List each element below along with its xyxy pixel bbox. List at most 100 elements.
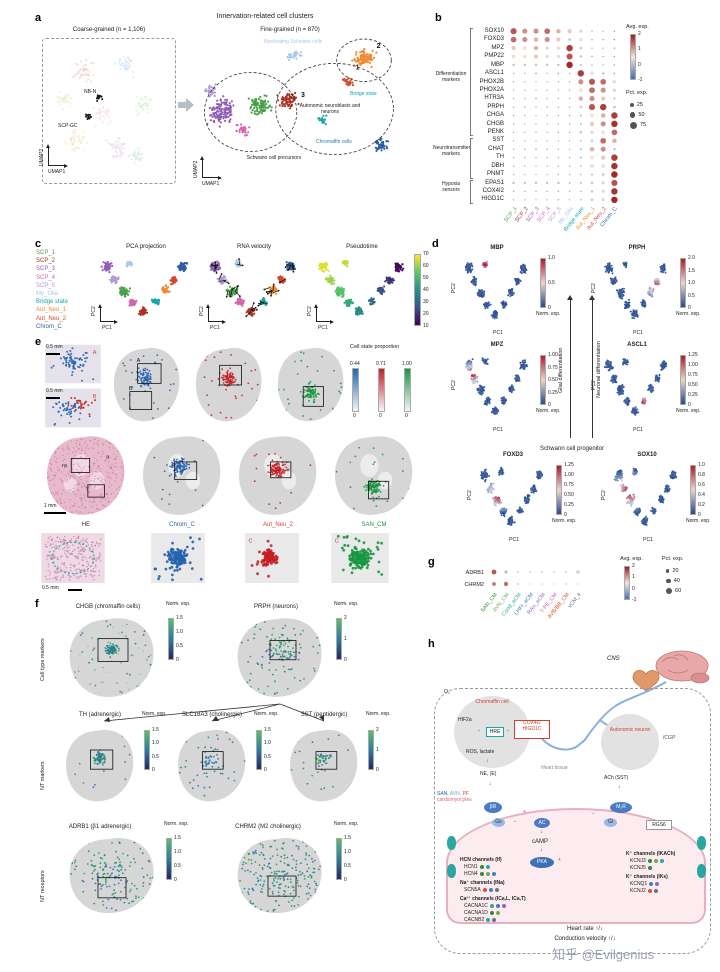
autonomic-neuron-label: Autonomic neuron — [609, 727, 651, 733]
colorbar-tick: 2 — [344, 615, 347, 621]
ac-camp-arrow: ↓ — [540, 829, 543, 835]
mbp-axis-x: PC1 — [493, 330, 503, 336]
colorbar-tick: 0 — [174, 877, 177, 883]
celltype-dot-icon — [489, 903, 494, 908]
celltype-dot-icon — [659, 858, 664, 863]
celltype-dot-icon — [647, 865, 652, 870]
ne-label: NE, (E) — [480, 771, 497, 777]
colorbar-tick: 1.0 — [688, 280, 695, 286]
cns-label: CNS — [607, 656, 620, 662]
colorbar-tick: 1.0 — [152, 740, 159, 747]
colorbar-tick: 0.5 — [688, 292, 695, 299]
colorbar-gradient — [540, 258, 546, 308]
he-scale: 1 mm — [44, 503, 57, 509]
ascl1-cbar-label: Norm. exp. — [676, 408, 701, 414]
panel-c-label: c — [35, 238, 42, 250]
proportion-map-chromc: AB — [113, 347, 180, 422]
colorbar-tick: 0 — [344, 657, 347, 663]
size-dot-row: 60 — [666, 586, 681, 596]
pca-axes — [98, 304, 118, 324]
avg-exp-colorbar: 2 1 0 -1 — [630, 31, 652, 83]
colorbar-gradient — [414, 254, 421, 326]
proportion-colorbar-blue: 0.44 0 — [350, 361, 374, 419]
sancm-zoom-image: C — [331, 533, 389, 583]
slc18a3-colorbar: 1.5 1.0 0.5 0 — [256, 727, 278, 773]
zoom-scale: 0.5 mm — [42, 585, 59, 591]
th-map — [66, 729, 134, 802]
fine-title: Fine-grained (n = 870) — [260, 27, 320, 33]
coarse-annotation-nbn: NB-N — [84, 89, 97, 95]
panel-g-label: g — [428, 556, 435, 568]
autonomic-neuron-circle — [601, 714, 659, 770]
channel-gene-row: KCNJ3 — [626, 857, 708, 864]
pca-axis-y: PC2 — [91, 306, 97, 316]
colorbar-tick: 1.0 — [548, 255, 555, 261]
pka-plus-sign: + — [558, 857, 561, 863]
chgb-cbar-label: Norm. exp. — [166, 601, 191, 607]
sox10-colorbar: 1.0 0.8 0.6 0.4 0.2 0 — [690, 462, 712, 518]
panel-f-label: f — [35, 598, 39, 610]
hre-box: HRE — [486, 727, 504, 737]
gene-label: PENK — [487, 129, 504, 136]
th-colorbar: 1.5 1.0 0.5 0 — [144, 727, 166, 773]
sox10-axis-y: PC2 — [601, 490, 607, 500]
ascl1-axis-x: PC1 — [633, 427, 643, 433]
proportion-map-sancm — [277, 347, 344, 422]
colorbar-tick: 0 — [264, 767, 267, 773]
ach-label: ACh (SST) — [604, 775, 629, 781]
coarse-axis-x: UMAP1 — [48, 169, 66, 175]
colorbar-tick: 2.0 — [688, 255, 695, 261]
size-dot-value: 60 — [675, 588, 682, 594]
colorbar-tick: 40 — [423, 287, 429, 293]
adrb1-title: ADRB1 (β1 adrenergic) — [68, 824, 132, 830]
gene-label: SST — [492, 137, 504, 144]
cluster-legend-item: Aut_Neu_2 — [36, 315, 67, 322]
gene-label: PNMT — [487, 171, 504, 178]
fine-axes — [200, 156, 222, 180]
slc18a3-cbar-label: Norm. exp. — [254, 711, 279, 717]
channel-gene-name: KCNJ5 — [630, 864, 646, 871]
colorbar-tick: 0 — [176, 657, 179, 663]
celltype-dot-icon — [653, 858, 658, 863]
panel-d-label: d — [432, 238, 439, 250]
prph-map-title: PRPH (neurons) — [253, 604, 298, 610]
glial-arrow-head-icon — [567, 295, 573, 300]
pseudotime-plot — [318, 259, 405, 316]
adenylyl-cyclase: AC — [534, 818, 550, 828]
colorbar-gradient — [630, 34, 636, 80]
size-dot-row: 75 — [630, 120, 646, 130]
colorbar-tick: 10 — [423, 323, 429, 329]
size-dot-icon — [666, 569, 670, 573]
gene-label: MPZ — [491, 44, 504, 51]
channel-gene-row: SCN5A — [460, 886, 528, 893]
colorbar-gradient — [556, 465, 562, 515]
hre-arrow: → — [505, 727, 510, 733]
panel-b-label: b — [435, 12, 442, 24]
colorbar-tick: 0.2 — [698, 502, 705, 508]
map-label-he: HE — [81, 522, 91, 528]
colorbar-tick: 1.5 — [174, 835, 181, 841]
coarse-umap-plot — [56, 55, 153, 165]
m2-receptor: M₂R — [610, 802, 632, 813]
foxd3-plot — [480, 466, 544, 526]
cluster-legend-item: Aut_Neu_1 — [36, 307, 67, 314]
panel-h-label: h — [428, 638, 435, 650]
channel-gene-name: CACNA1C — [464, 902, 488, 909]
chrm2-row-label: CHRM2 — [464, 582, 484, 588]
sox10-cbar-label: Norm. exp. — [686, 518, 711, 524]
bracket-hypoxia — [470, 180, 473, 204]
celltype-dot-icon — [485, 864, 490, 869]
colorbar-tick: 0.5 — [264, 753, 271, 760]
sst-title: SST (peptidergic) — [300, 712, 348, 718]
colorbar-tick: 1.0 — [344, 849, 351, 855]
size-dot-row: 50 — [630, 110, 646, 120]
rgs6-box: RGS6 — [646, 820, 672, 830]
colorbar-tick: 0 — [344, 877, 347, 883]
channel-gene-name: KCNJ3 — [630, 857, 646, 864]
pca-title: PCA projection — [126, 244, 166, 250]
gene-label: MBP — [490, 61, 504, 68]
channel-group-title: Ca²⁺ channels (ICa,L, ICa,T) — [460, 896, 526, 902]
colorbar-tick: 20 — [423, 311, 429, 317]
g-dotplot-matrix — [491, 569, 580, 587]
